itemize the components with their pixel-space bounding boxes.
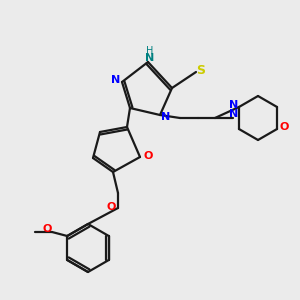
Text: O: O — [279, 122, 289, 132]
Text: S: S — [196, 64, 206, 76]
Text: O: O — [42, 224, 52, 234]
Text: N: N — [230, 109, 238, 119]
Text: O: O — [106, 202, 116, 212]
Text: H: H — [146, 46, 154, 56]
Text: N: N — [161, 112, 171, 122]
Text: N: N — [229, 100, 239, 110]
Text: O: O — [143, 151, 153, 161]
Text: N: N — [146, 53, 154, 63]
Text: N: N — [111, 75, 121, 85]
